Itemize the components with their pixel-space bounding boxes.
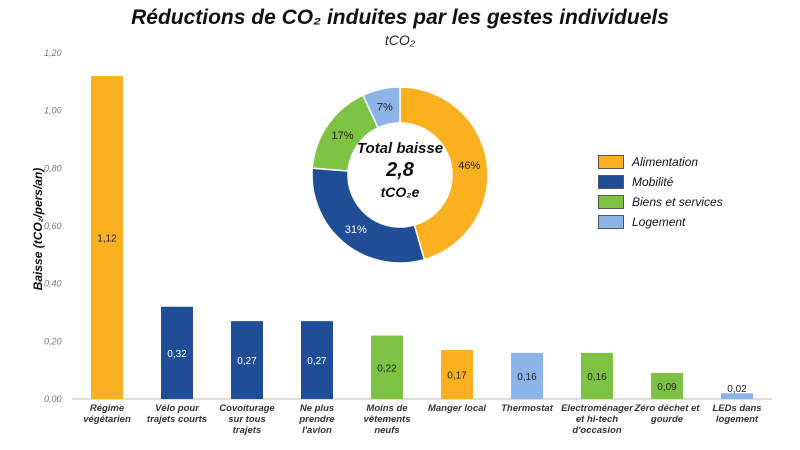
bar <box>441 349 473 399</box>
x-tick-label: Electroménager et hi-tech d'occasion <box>561 403 634 436</box>
bar-value-label: 0,22 <box>377 363 397 374</box>
donut-slice-label: 17% <box>331 130 353 142</box>
bar-value-label: 1,12 <box>97 234 117 245</box>
bar-value-label: 0,17 <box>447 370 467 381</box>
donut-center-title: Total baisse <box>356 140 444 157</box>
bar-value-label: 0,27 <box>237 356 257 367</box>
donut-center-value: 2,8 <box>386 159 414 181</box>
bar <box>511 352 543 399</box>
donut-slice-label: 7% <box>377 102 393 114</box>
x-tick-label: Thermostat <box>501 403 554 414</box>
x-tick-label: Moins de vêtements neufs <box>364 403 411 436</box>
bar <box>301 321 333 399</box>
bar-value-label: 0,02 <box>727 384 747 395</box>
bar <box>231 321 263 399</box>
x-tick-label: Régime végétarien <box>83 403 131 425</box>
legend-item: Alimentation <box>598 152 723 172</box>
bar <box>161 306 193 399</box>
legend-item: Biens et services <box>598 192 723 212</box>
y-tick-label: 1,00 <box>44 106 62 116</box>
legend-label: Biens et services <box>632 195 723 209</box>
x-tick-label: Covoiturage sur tous trajets <box>219 403 275 436</box>
x-tick-label: Ne plus prendre l'avion <box>298 403 335 436</box>
y-tick-label: 0,20 <box>44 336 62 346</box>
donut-slice-label: 46% <box>458 160 480 172</box>
bar-value-label: 0,09 <box>657 382 677 393</box>
legend-swatch <box>598 175 624 189</box>
donut-slice-label: 31% <box>345 224 367 236</box>
legend-item: Logement <box>598 212 723 232</box>
legend-label: Mobilité <box>632 175 674 189</box>
legend-swatch <box>598 215 624 229</box>
legend-item: Mobilité <box>598 172 723 192</box>
y-tick-label: 0,00 <box>44 394 62 404</box>
y-tick-label: 0,40 <box>44 279 62 289</box>
x-tick-label: LEDs dans logement <box>712 403 761 425</box>
x-tick-label: Zéro déchet et gourde <box>634 403 701 425</box>
legend-swatch <box>598 195 624 209</box>
donut-slice <box>399 86 489 261</box>
bar-value-label: 0,16 <box>517 372 537 383</box>
bar <box>651 373 683 399</box>
chart-title: Réductions de CO₂ induites par les geste… <box>131 6 669 29</box>
legend: Alimentation Mobilité Biens et services … <box>598 152 723 232</box>
bar-value-label: 0,32 <box>167 349 187 360</box>
legend-label: Logement <box>632 215 686 229</box>
bar-value-label: 0,27 <box>307 356 327 367</box>
chart-subtitle: tCO₂ <box>384 32 416 48</box>
bar <box>91 76 123 400</box>
y-tick-label: 0,60 <box>44 221 62 231</box>
legend-swatch <box>598 155 624 169</box>
y-axis-label: Baisse (tCO₂/pers/an) <box>31 167 45 291</box>
donut-slice <box>361 86 401 129</box>
x-tick-label: Manger local <box>428 403 486 414</box>
donut-slice <box>311 167 426 264</box>
bar-value-label: 0,16 <box>587 372 607 383</box>
donut-center: Total baisse 2,8 tCO₂e <box>340 140 460 200</box>
bar <box>371 335 403 399</box>
donut-center-unit: tCO₂e <box>380 184 420 200</box>
y-tick-label: 0,80 <box>44 163 62 173</box>
bar <box>581 352 613 399</box>
legend-label: Alimentation <box>632 155 699 169</box>
bar <box>721 393 753 399</box>
x-tick-label: Vélo pour trajets courts <box>147 403 207 425</box>
y-tick-label: 1,20 <box>44 48 62 58</box>
